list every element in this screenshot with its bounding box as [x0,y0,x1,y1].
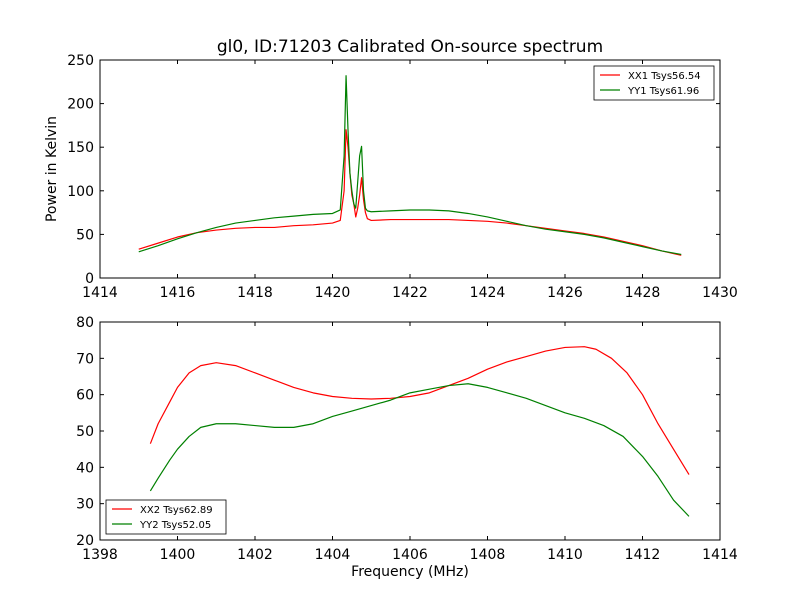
bottom-series-line-1 [149,383,690,517]
top-ytick-label: 0 [85,271,94,287]
bottom-xtick-label: 1410 [547,547,583,563]
top-xtick-label: 1428 [625,285,661,301]
bottom-ytick-label: 60 [76,388,94,404]
top-ticks-group: 1414 1416 1418 1420 1422 1424 1426 1428 1430 0 50 1… [67,53,738,301]
top-ytick-label: 50 [76,227,94,243]
bottom-chart: 1398 1400 1402 1404 1406 1408 1410 1412 1414 20 30… [76,315,738,580]
top-xtick-label: 1414 [82,285,118,301]
bottom-xtick-label: 1414 [702,547,738,563]
bottom-xtick-label: 1412 [625,547,661,563]
bottom-ytick-label: 50 [76,424,94,440]
top-series-line-1 [138,75,682,256]
top-chart-ylabel: Power in Kelvin [44,116,60,222]
bottom-series-line-0 [149,346,690,475]
top-plot-frame [99,59,721,279]
top-ytick-label: 150 [67,140,94,156]
bottom-xtick-label: 1406 [392,547,428,563]
top-chart-title: gl0, ID:71203 Calibrated On-source spect… [217,37,603,57]
top-xtick-label: 1422 [392,285,428,301]
bottom-ytick-label: 80 [76,315,94,331]
bottom-ticks-group: 1398 1400 1402 1404 1406 1408 1410 1412 1414 20 30… [76,315,738,563]
top-series-line-0 [138,129,682,256]
top-xtick-label: 1416 [160,285,196,301]
top-xtick-label: 1426 [547,285,583,301]
top-ytick-label: 200 [67,97,94,113]
bottom-legend: XX2 Tsys62.89 YY2 Tsys52.05 [105,499,227,535]
top-legend-label-xx1: XX1 Tsys56.54 [628,71,701,82]
bottom-xtick-label: 1398 [82,547,118,563]
bottom-ytick-label: 40 [76,460,94,476]
bottom-xtick-label: 1400 [160,547,196,563]
bottom-legend-label-xx2: XX2 Tsys62.89 [140,505,213,516]
bottom-ytick-label: 70 [76,351,94,367]
bottom-series-group [149,346,690,517]
top-series-group [138,75,682,256]
bottom-ytick-label: 30 [76,497,94,513]
top-legend-label-yy1: YY1 Tsys61.96 [627,86,699,97]
top-xtick-label: 1420 [315,285,351,301]
top-legend: XX1 Tsys56.54 YY1 Tsys61.96 [593,65,715,101]
bottom-legend-label-yy2: YY2 Tsys52.05 [139,520,211,531]
top-ytick-label: 250 [67,53,94,69]
top-ytick-label: 100 [67,184,94,200]
bottom-chart-xlabel: Frequency (MHz) [351,564,469,580]
top-chart: gl0, ID:71203 Calibrated On-source spect… [44,37,738,301]
bottom-xtick-label: 1402 [237,547,273,563]
bottom-ytick-label: 20 [76,533,94,549]
top-xtick-label: 1430 [702,285,738,301]
bottom-legend-box [105,499,227,535]
bottom-xtick-label: 1404 [315,547,351,563]
bottom-plot-frame [99,321,721,541]
top-xtick-label: 1424 [470,285,506,301]
top-xtick-label: 1418 [237,285,273,301]
bottom-xtick-label: 1408 [470,547,506,563]
top-legend-box [593,65,715,101]
